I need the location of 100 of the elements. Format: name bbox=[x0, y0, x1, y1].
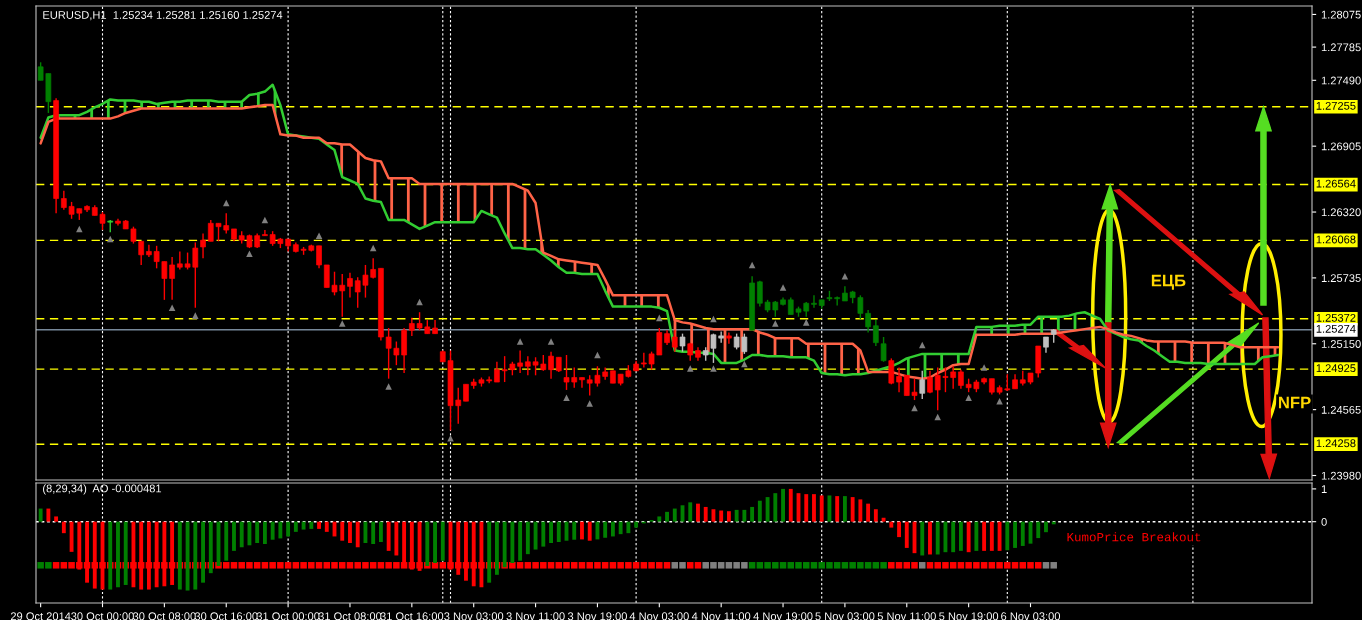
y-tick-label: 1.25735 bbox=[1321, 274, 1361, 283]
bar bbox=[286, 521, 291, 537]
candlestick bbox=[316, 245, 322, 270]
bar bbox=[170, 521, 175, 585]
bar bbox=[765, 497, 770, 522]
y-tick-label: 1.28075 bbox=[1321, 10, 1361, 19]
x-tick-label: 5 Nov 19:00 bbox=[939, 612, 999, 620]
point bbox=[586, 400, 593, 407]
bar bbox=[355, 521, 360, 548]
bar bbox=[966, 521, 971, 553]
bar bbox=[742, 509, 747, 522]
point bbox=[686, 365, 694, 372]
y-tick-label: 0 bbox=[1321, 517, 1327, 526]
y-tick-label: 1.25150 bbox=[1321, 340, 1361, 348]
candlestick bbox=[958, 368, 964, 390]
bar bbox=[866, 503, 871, 522]
bar bbox=[626, 521, 631, 534]
candlestick bbox=[169, 256, 175, 301]
bar bbox=[139, 521, 144, 590]
y-tick-label: 1.23980 bbox=[1321, 471, 1361, 480]
x-tick-label: 3 Nov 19:00 bbox=[567, 612, 627, 620]
candlestick bbox=[865, 309, 871, 334]
ref-line-label: 1.26068 bbox=[1316, 235, 1356, 244]
bar bbox=[378, 521, 383, 543]
ref-line-label: 1.26564 bbox=[1316, 179, 1356, 188]
point bbox=[385, 383, 392, 390]
bar bbox=[386, 521, 391, 551]
bar bbox=[77, 521, 82, 570]
bar bbox=[618, 521, 623, 535]
candlestick bbox=[896, 366, 902, 393]
bar bbox=[541, 521, 546, 547]
x-tick-label: 29 Oct 2014 bbox=[10, 612, 71, 620]
x-tick-label: 3 Nov 03:00 bbox=[444, 612, 504, 620]
candlestick bbox=[873, 319, 879, 347]
bar bbox=[208, 521, 213, 574]
bar bbox=[54, 516, 59, 522]
candlestick bbox=[671, 329, 678, 353]
bar bbox=[232, 521, 236, 551]
bar bbox=[239, 521, 244, 548]
bar bbox=[556, 521, 561, 543]
y-tick-label: 1.27490 bbox=[1321, 76, 1361, 85]
point bbox=[246, 250, 253, 257]
bar bbox=[549, 521, 553, 543]
candlestick bbox=[919, 370, 926, 400]
bar bbox=[657, 516, 662, 522]
bar bbox=[394, 521, 399, 556]
bar bbox=[193, 521, 198, 590]
bar bbox=[781, 488, 785, 522]
bar bbox=[92, 521, 97, 589]
bar bbox=[804, 494, 809, 522]
point bbox=[918, 341, 926, 349]
ref-line-label: 1.24258 bbox=[1316, 439, 1356, 448]
bar bbox=[580, 521, 584, 540]
bar bbox=[417, 521, 422, 571]
bar bbox=[726, 511, 731, 522]
y-tick-label: 1.26905 bbox=[1321, 142, 1361, 151]
bar bbox=[603, 521, 608, 538]
bar bbox=[587, 521, 592, 541]
bar bbox=[688, 502, 693, 522]
bar bbox=[46, 508, 51, 522]
bar bbox=[146, 521, 151, 590]
bar bbox=[456, 521, 461, 575]
candlestick bbox=[200, 232, 206, 259]
ref-line-label: 1.24925 bbox=[1316, 364, 1356, 373]
x-tick-label: 3 Nov 11:00 bbox=[506, 612, 565, 620]
bar bbox=[904, 521, 909, 548]
chart-title: EURUSD,H1 1.25234 1.25281 1.25160 1.25274 bbox=[43, 11, 283, 21]
y-tick-label: 1 bbox=[1321, 485, 1327, 493]
bar bbox=[69, 521, 74, 552]
ref-line-label: 1.27255 bbox=[1316, 101, 1356, 110]
bar bbox=[757, 500, 762, 522]
point bbox=[934, 413, 941, 421]
bar bbox=[672, 508, 677, 522]
x-tick-label: 30 Oct 16:00 bbox=[194, 612, 258, 620]
bar bbox=[255, 521, 260, 543]
y-tick-label: 1.24565 bbox=[1321, 405, 1361, 414]
bar bbox=[734, 509, 739, 522]
bar bbox=[262, 521, 267, 544]
bar bbox=[309, 521, 314, 529]
x-tick-label: 4 Nov 03:00 bbox=[629, 612, 689, 620]
point bbox=[748, 261, 756, 269]
point bbox=[106, 235, 114, 243]
x-tick-label: 6 Nov 03:00 bbox=[1001, 612, 1061, 620]
bar bbox=[773, 493, 778, 522]
candlestick bbox=[811, 294, 817, 309]
bar bbox=[185, 521, 190, 591]
bar bbox=[502, 521, 507, 568]
bar bbox=[842, 496, 847, 522]
candlestick bbox=[347, 272, 353, 299]
annotation: NFP bbox=[1278, 396, 1311, 409]
x-tick-label: 31 Oct 16:00 bbox=[380, 612, 444, 620]
bar bbox=[494, 521, 499, 575]
bar bbox=[750, 506, 755, 522]
bar bbox=[889, 521, 894, 528]
bar bbox=[301, 521, 306, 530]
bar bbox=[974, 521, 979, 551]
bar bbox=[61, 521, 66, 534]
bar bbox=[324, 521, 329, 532]
bar bbox=[997, 521, 1002, 551]
x-tick-label: 31 Oct 00:00 bbox=[256, 612, 320, 620]
